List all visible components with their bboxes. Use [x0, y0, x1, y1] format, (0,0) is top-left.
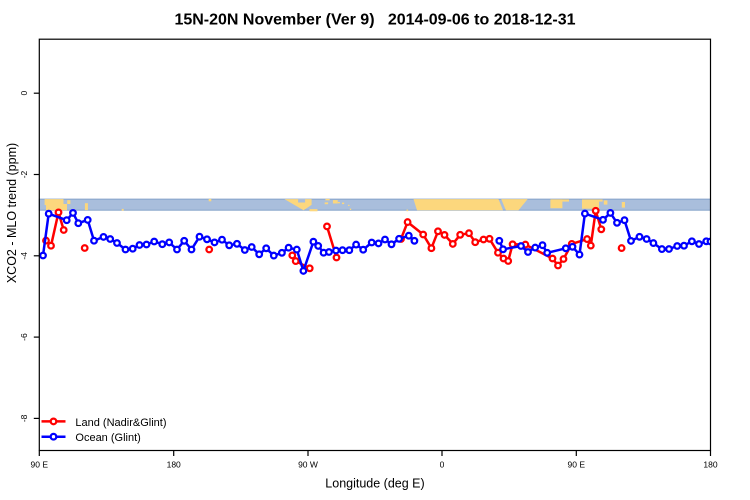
svg-text:Longitude (deg E): Longitude (deg E): [325, 477, 424, 491]
svg-text:-4: -4: [19, 252, 29, 260]
svg-text:90 W: 90 W: [298, 460, 318, 470]
svg-text:180: 180: [167, 460, 181, 470]
svg-text:0: 0: [19, 91, 29, 96]
svg-text:-2: -2: [19, 170, 29, 178]
svg-text:Ocean (Glint): Ocean (Glint): [75, 432, 140, 444]
svg-text:180: 180: [703, 460, 717, 470]
svg-text:XCO2 - MLO trend (ppm): XCO2 - MLO trend (ppm): [5, 143, 19, 283]
svg-text:90 E: 90 E: [31, 460, 49, 470]
svg-text:-6: -6: [19, 333, 29, 341]
svg-text:90 E: 90 E: [568, 460, 586, 470]
svg-text:0: 0: [440, 460, 445, 470]
svg-text:-8: -8: [19, 414, 29, 422]
svg-text:Land (Nadir&Glint): Land (Nadir&Glint): [75, 417, 166, 429]
svg-text:15N-20N November (Ver 9) 201: 15N-20N November (Ver 9) 2014-09-06 to 2…: [174, 12, 575, 29]
